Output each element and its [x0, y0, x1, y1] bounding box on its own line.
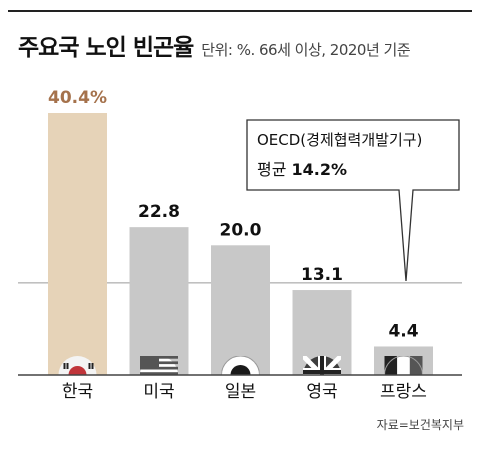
oecd-callout-box — [246, 119, 460, 281]
data-label: 13.1 — [301, 265, 343, 285]
data-label: 22.8 — [138, 202, 180, 222]
bar — [211, 245, 270, 375]
callout-average-prefix: 평균 — [257, 160, 292, 179]
chart-subtitle: 단위: %. 66세 이상, 2020년 기준 — [201, 41, 411, 59]
category-label: 한국 — [62, 382, 93, 402]
callout-average: 평균 14.2% — [257, 160, 347, 179]
data-label: 40.4% — [48, 88, 107, 108]
japan-flag-icon — [221, 356, 260, 375]
bar — [129, 227, 189, 375]
category-label: 프랑스 — [380, 382, 427, 402]
title-row: 주요국 노인 빈곤율 단위: %. 66세 이상, 2020년 기준 — [18, 28, 411, 62]
data-label: 20.0 — [220, 220, 262, 240]
callout-average-value: 14.2% — [292, 160, 348, 179]
chart-title: 주요국 노인 빈곤율 — [18, 35, 194, 61]
france-flag-icon — [384, 356, 423, 375]
usa-flag-icon — [140, 356, 178, 375]
source-note: 자료=보건복지부 — [376, 418, 464, 432]
category-label: 일본 — [225, 382, 256, 402]
category-label: 영국 — [306, 382, 337, 402]
south-korea-flag-icon — [58, 356, 97, 375]
callout-title: OECD(경제협력개발기구) — [257, 131, 422, 149]
bar — [48, 113, 107, 375]
top-rule — [8, 10, 472, 12]
category-label: 미국 — [143, 382, 174, 402]
data-label: 4.4 — [388, 321, 418, 341]
uk-flag-icon — [303, 356, 341, 375]
